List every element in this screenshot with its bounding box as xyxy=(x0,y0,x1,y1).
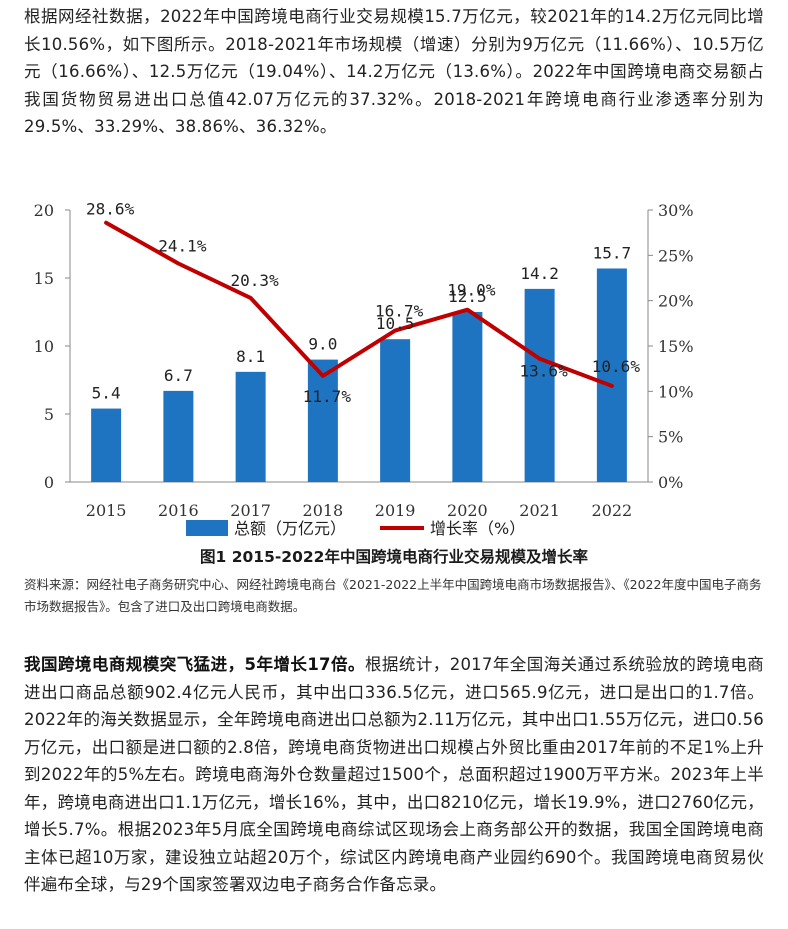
x-tick-label: 2019 xyxy=(375,501,416,520)
bar xyxy=(307,359,338,482)
left-tick-label: 5 xyxy=(44,405,54,424)
left-tick-label: 15 xyxy=(34,269,54,288)
left-tick-label: 0 xyxy=(44,473,54,492)
growth-value-label: 20.3% xyxy=(231,271,280,290)
source-note: 资料来源：网经社电子商务研究中心、网经社跨境电商台《2021-2022上半年中国… xyxy=(24,577,762,614)
right-tick-label: 0% xyxy=(658,473,683,492)
x-tick-label: 2015 xyxy=(86,501,127,520)
legend-line-label: 增长率（%） xyxy=(430,519,525,538)
bar xyxy=(380,339,411,482)
right-tick-label: 15% xyxy=(658,337,694,356)
growth-value-label: 28.6% xyxy=(86,200,135,219)
legend-bar-label: 总额（万亿元） xyxy=(234,519,346,538)
bar xyxy=(163,390,194,482)
figure-caption: 图1 2015-2022年中国跨境电商行业交易规模及增长率 xyxy=(200,548,588,566)
right-tick-label: 20% xyxy=(658,292,694,311)
bar xyxy=(91,408,122,482)
chart-axes: 0 5 10 15 20 0% 5% 10% 15% 20% 25% 30% 2015 2016 2017 2… xyxy=(34,201,694,520)
right-tick-label: 10% xyxy=(658,382,694,401)
left-tick-label: 20 xyxy=(34,201,54,220)
right-tick-label: 5% xyxy=(658,428,683,447)
x-tick-label: 2017 xyxy=(230,501,271,520)
bar-series xyxy=(91,268,627,482)
bar-value-label: 12.5 xyxy=(448,287,487,306)
growth-value-label: 24.1% xyxy=(158,236,207,255)
growth-value-label: 11.7% xyxy=(303,387,352,406)
growth-line xyxy=(104,220,614,388)
bar xyxy=(452,312,483,482)
bar-value-label: 9.0 xyxy=(308,335,337,354)
x-tick-label: 2020 xyxy=(447,501,488,520)
bar xyxy=(596,268,627,482)
paragraph-body: 根据统计，2017年全国海关通过系统验放的跨境电商进出口商品总额902.4亿元人… xyxy=(24,655,764,894)
growth-value-label: 10.6% xyxy=(592,357,641,376)
second-paragraph: 我国跨境电商规模突飞猛进，5年增长17倍。根据统计，2017年全国海关通过系统验… xyxy=(24,651,764,899)
growth-line-series xyxy=(104,220,614,388)
growth-value-label: 19.0% xyxy=(447,281,496,300)
bar-value-label: 6.7 xyxy=(164,366,193,385)
bar xyxy=(235,371,266,482)
growth-value-label: 13.6% xyxy=(520,362,569,381)
right-tick-label: 30% xyxy=(658,201,694,220)
bar-value-label: 8.1 xyxy=(236,347,265,366)
x-tick-label: 2018 xyxy=(303,501,344,520)
x-tick-label: 2016 xyxy=(158,501,199,520)
chart-legend: 总额（万亿元） 增长率（%） xyxy=(186,519,525,538)
legend-bar-swatch xyxy=(186,520,228,536)
bar-value-label: 10.5 xyxy=(376,314,415,333)
data-labels: 5.4 6.7 8.1 9.0 10.5 12.5 14.2 15.7 28.6% 24.1% 20… xyxy=(86,200,640,406)
paragraph-lead: 我国跨境电商规模突飞猛进，5年增长17倍。 xyxy=(24,655,365,674)
right-tick-label: 25% xyxy=(658,246,694,265)
bar xyxy=(524,288,555,482)
bar-value-label: 15.7 xyxy=(593,243,632,262)
x-tick-label: 2021 xyxy=(519,501,560,520)
left-tick-label: 10 xyxy=(34,337,54,356)
growth-value-label: 16.7% xyxy=(375,302,424,321)
intro-paragraph: 根据网经社数据，2022年中国跨境电商行业交易规模15.7万亿元，较2021年的… xyxy=(24,7,764,136)
bar-value-label: 5.4 xyxy=(92,384,121,403)
trade-scale-chart: 0 5 10 15 20 0% 5% 10% 15% 20% 25% 30% 2015 2016 2017 2… xyxy=(34,200,694,538)
bar-value-label: 14.2 xyxy=(520,264,559,283)
x-tick-label: 2022 xyxy=(592,501,633,520)
